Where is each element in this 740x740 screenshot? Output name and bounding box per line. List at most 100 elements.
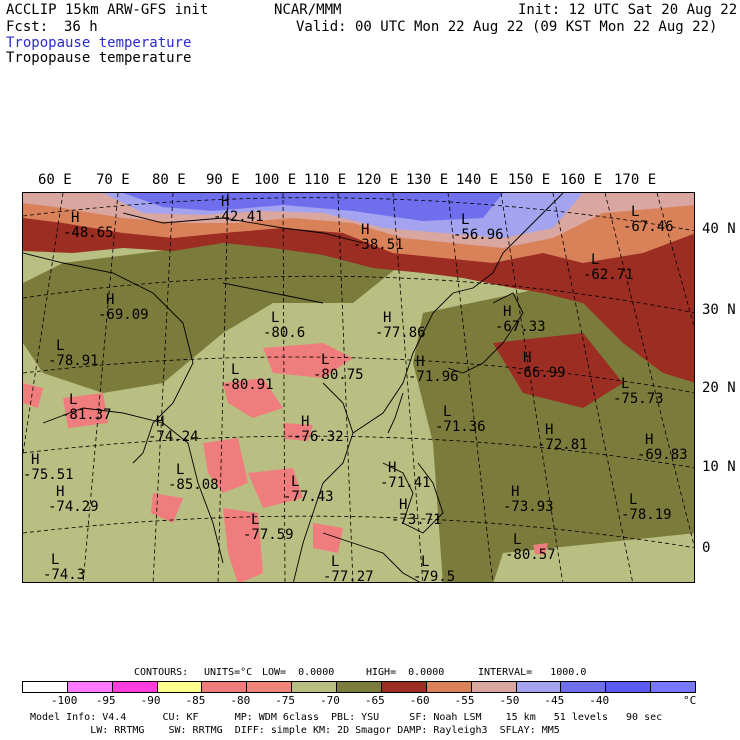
colorbar-cell <box>22 681 68 693</box>
colorbar-cell <box>650 681 696 693</box>
colorbar-cell <box>425 681 472 693</box>
marker-value: -80.57 <box>505 547 556 563</box>
colorbar-tick: -85 <box>185 694 206 707</box>
marker-value: -67.46 <box>623 219 674 235</box>
longitude-label: 90 E <box>206 172 240 188</box>
field-dark-olive-west <box>23 233 403 393</box>
contours-units: UNITS=°C <box>204 667 253 678</box>
marker-letter: L <box>56 338 65 354</box>
longitude-label: 150 E <box>508 172 551 188</box>
high-marker: H -76.32 <box>293 415 344 445</box>
forecast-value: 36 h <box>64 19 98 35</box>
low-marker: L -78.19 <box>621 493 672 523</box>
low-marker: L -77.59 <box>243 513 294 543</box>
marker-value: -74.3 <box>43 567 86 583</box>
marker-letter: H <box>156 414 165 430</box>
field-red-brown-patch <box>493 333 623 408</box>
colorbar-cell <box>470 681 517 693</box>
marker-letter: L <box>591 252 600 268</box>
marker-value: -69.83 <box>637 447 688 463</box>
marker-value: -78.19 <box>621 507 672 523</box>
marker-value: -78.91 <box>48 353 99 369</box>
colorbar-cell <box>111 681 158 693</box>
high-marker: H -38.51 <box>353 223 404 253</box>
latitude-label: 20 N <box>702 380 736 396</box>
marker-value: -74.29 <box>48 499 99 515</box>
model-info-line1: Model Info: V4.4 CU: KF MP: WDM 6class P… <box>30 712 663 723</box>
marker-value: -76.32 <box>293 429 344 445</box>
latitude-label: 10 N <box>702 459 736 475</box>
colorbar-cell <box>66 681 113 693</box>
marker-value: -85.08 <box>168 477 219 493</box>
marker-value: -67.33 <box>495 319 546 335</box>
colorbar-tick: -50 <box>499 694 520 707</box>
marker-value: -71.96 <box>408 369 459 385</box>
marker-layer: H -48.65 H -42.41 H -38.51 L -56.96 L -67.46 L -62.… <box>23 193 694 583</box>
marker-letter: H <box>511 484 520 500</box>
colorbar-tick: -95 <box>95 694 116 707</box>
high-marker: H -66.99 <box>515 351 566 381</box>
marker-letter: H <box>106 292 115 308</box>
colorbar-cell <box>246 681 293 693</box>
low-marker: L -85.08 <box>168 463 219 493</box>
marker-value: -81.37 <box>61 407 112 423</box>
contours-high: HIGH= 0.0000 <box>366 667 445 678</box>
low-marker: L -80.6 <box>263 311 305 341</box>
marker-letter: L <box>231 362 240 378</box>
marker-letter: L <box>251 512 260 528</box>
forecast-label: Fcst: <box>6 19 49 35</box>
high-marker: H -72.81 <box>537 423 588 453</box>
marker-value: -38.51 <box>353 237 404 253</box>
high-marker: H -69.83 <box>637 433 688 463</box>
colorbar-cell <box>336 681 382 693</box>
field-title: Tropopause temperature <box>6 50 192 66</box>
model-info-line2: LW: RRTMG SW: RRTMG DIFF: simple KM: 2D … <box>30 725 560 736</box>
longitude-label: 140 E <box>456 172 499 188</box>
latitude-label: 0 <box>702 540 711 556</box>
marker-value: -69.09 <box>98 307 149 323</box>
marker-letter: H <box>645 432 654 448</box>
marker-value: -80.6 <box>263 325 306 341</box>
marker-value: -77.27 <box>323 569 374 583</box>
marker-value: -74.24 <box>148 429 199 445</box>
run-title: ACCLIP 15km ARW-GFS init <box>6 2 209 18</box>
marker-letter: L <box>51 552 60 568</box>
high-marker: H -77.86 <box>375 311 426 341</box>
marker-value: -73.71 <box>391 512 442 528</box>
marker-letter: L <box>291 474 300 490</box>
low-marker: L -77.27 <box>323 555 374 583</box>
marker-letter: H <box>221 194 230 210</box>
marker-letter: H <box>399 497 408 513</box>
institution-label: NCAR/MMM <box>274 2 342 18</box>
marker-value: -80.75 <box>313 367 364 383</box>
colorbar-tick: -40 <box>589 694 610 707</box>
marker-value: -66.99 <box>515 365 566 381</box>
marker-letter: L <box>421 554 430 570</box>
high-marker: H -74.24 <box>148 415 199 445</box>
low-marker: L -78.91 <box>48 339 99 369</box>
colorbar-cell <box>201 681 248 693</box>
marker-letter: H <box>301 414 310 430</box>
marker-letter: H <box>503 304 512 320</box>
marker-letter: H <box>71 210 80 226</box>
low-marker: L -79.5 <box>413 555 455 583</box>
low-marker: L -80.91 <box>223 363 274 393</box>
low-marker: L -56.96 <box>453 213 504 243</box>
longitude-label: 170 E <box>614 172 657 188</box>
high-marker: H -75.51 <box>23 453 74 483</box>
marker-letter: H <box>416 354 425 370</box>
marker-letter: L <box>176 462 185 478</box>
colorbar-cell <box>291 681 338 693</box>
low-marker: L -80.75 <box>313 353 364 383</box>
marker-letter: H <box>31 452 40 468</box>
longitude-label: 130 E <box>406 172 449 188</box>
latitude-label: 30 N <box>702 302 736 318</box>
colorbar-tick: -80 <box>230 694 251 707</box>
marker-value: -71.36 <box>435 419 486 435</box>
colorbar-unit: °C <box>683 694 697 707</box>
marker-letter: L <box>443 404 452 420</box>
colorbar-tick: -45 <box>544 694 565 707</box>
marker-letter: L <box>321 352 330 368</box>
longitude-label: 120 E <box>356 172 399 188</box>
longitude-label: 60 E <box>38 172 72 188</box>
